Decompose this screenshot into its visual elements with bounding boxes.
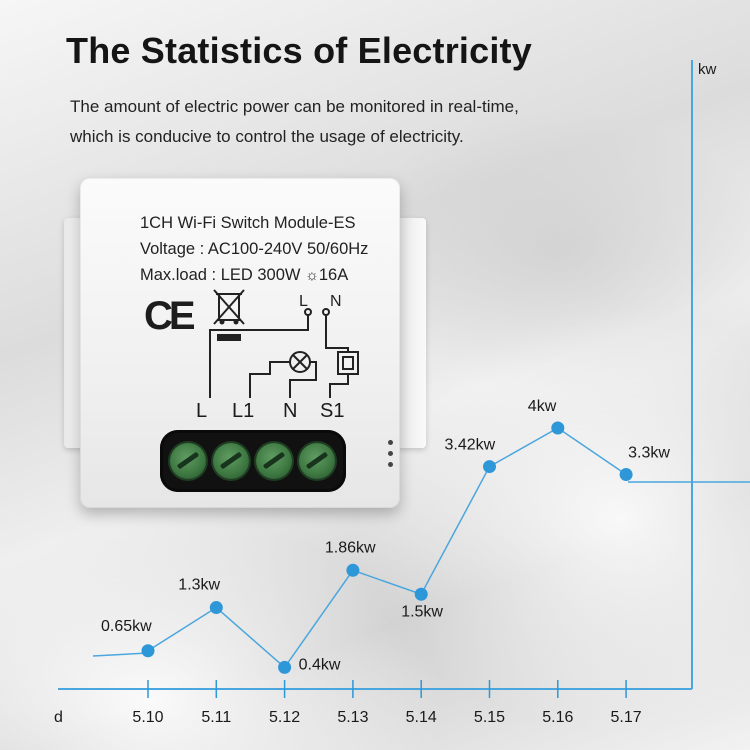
sun-icon: ☼ [305, 267, 319, 284]
x-tick-label: 5.11 [201, 709, 231, 726]
page-subtitle: The amount of electric power can be moni… [70, 92, 519, 152]
maxload-text: Max.load : LED 300W [140, 266, 301, 284]
terminal-label-n: N [283, 400, 298, 422]
data-label: 0.65kw [101, 618, 152, 635]
device-body: 1CH Wi-Fi Switch Module-ES Voltage : AC1… [80, 178, 400, 508]
data-point [619, 468, 633, 482]
data-point [346, 563, 360, 577]
data-point [278, 660, 292, 674]
x-tick-label: 5.16 [542, 709, 573, 726]
x-tick-label: 5.14 [406, 709, 437, 726]
terminal-label-l: L [196, 400, 208, 422]
data-point [209, 601, 223, 615]
terminal-screw [299, 443, 335, 479]
data-point [551, 421, 565, 435]
terminal-label-s1: S1 [320, 400, 345, 422]
device-model-label: 1CH Wi-Fi Switch Module-ES [140, 214, 356, 232]
weee-bin-icon [213, 289, 245, 341]
terminal-screw [170, 443, 206, 479]
wiring-label-n: N [330, 293, 342, 310]
data-label: 0.4kw [299, 656, 341, 673]
mounting-ear-right [396, 218, 426, 448]
data-point [414, 587, 428, 601]
data-label: 4kw [528, 398, 557, 415]
terminal-block [160, 430, 346, 492]
x-tick-label: 5.15 [474, 709, 505, 726]
x-tick-label: 5.13 [337, 709, 368, 726]
data-point [141, 644, 155, 658]
x-tick-label: 5.17 [611, 709, 642, 726]
switch-module-device: 1CH Wi-Fi Switch Module-ES Voltage : AC1… [58, 178, 426, 508]
ce-mark: CE [144, 294, 196, 338]
data-label: 3.42kw [445, 437, 496, 454]
data-label: 1.5kw [401, 603, 443, 620]
device-voltage-label: Voltage : AC100-240V 50/60Hz [140, 240, 369, 258]
terminal-screw [256, 443, 292, 479]
indicator-dots [388, 440, 393, 473]
device-maxload-label: Max.load : LED 300W ☼16A [140, 266, 348, 285]
wiring-diagram: L N [209, 293, 359, 398]
maxload-current: 16A [318, 266, 349, 284]
terminal-screw [213, 443, 249, 479]
data-point [483, 460, 496, 474]
data-label: 3.3kw [628, 445, 670, 462]
x-tick-label: 5.12 [269, 709, 300, 726]
lead-in-line [92, 652, 149, 657]
x-axis-label: d [54, 709, 63, 726]
data-label: 1.86kw [325, 539, 376, 556]
x-tick-label: 5.10 [132, 709, 163, 726]
wiring-label-l: L [299, 293, 308, 310]
terminal-label-l1: L1 [232, 400, 255, 422]
y-axis-label: kw [698, 61, 717, 78]
page-title: The Statistics of Electricity [66, 30, 532, 71]
subtitle-line-2: which is conducive to control the usage … [70, 127, 464, 146]
subtitle-line-1: The amount of electric power can be moni… [70, 97, 519, 116]
data-label: 1.3kw [178, 577, 220, 594]
